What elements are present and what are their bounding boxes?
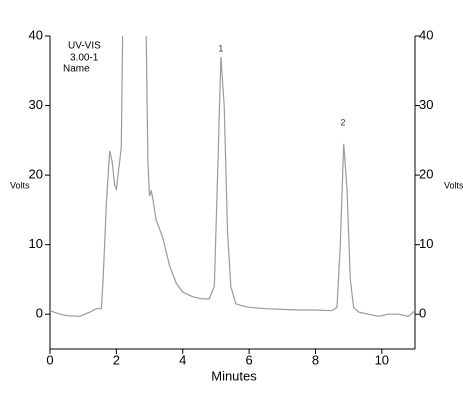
y2-tick-label: 30 [419, 97, 433, 112]
y2-tick-label: 20 [419, 167, 433, 182]
x-tick-label: 0 [46, 352, 53, 367]
y-axis-label: Volts [10, 180, 30, 190]
info-line: UV-VIS [68, 41, 101, 52]
x-axis-label: Minutes [211, 368, 257, 383]
y2-axis-label: Volts [444, 180, 463, 190]
x-tick-label: 10 [375, 352, 389, 367]
x-tick-label: 4 [179, 352, 186, 367]
y-tick-label: 20 [29, 167, 43, 182]
y-tick-label: 30 [29, 97, 43, 112]
y2-tick-label: 40 [419, 27, 433, 42]
y-tick-label: 10 [29, 236, 43, 251]
y2-tick-label: 10 [419, 236, 433, 251]
info-line: Name [63, 64, 90, 75]
peak-label: 2 [340, 117, 345, 127]
x-tick-label: 2 [113, 352, 120, 367]
x-tick-label: 6 [245, 352, 252, 367]
info-line: 3.00-1 [70, 53, 99, 64]
y-tick-label: 40 [29, 27, 43, 42]
x-tick-label: 8 [312, 352, 319, 367]
y-tick-label: 0 [36, 306, 43, 321]
peak-label: 1 [218, 44, 223, 54]
trace [50, 36, 415, 317]
y2-tick-label: 0 [419, 306, 426, 321]
